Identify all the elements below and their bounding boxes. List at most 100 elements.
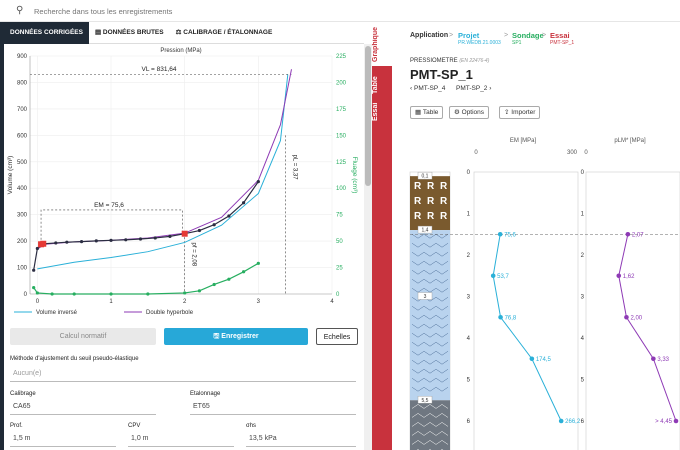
search-input[interactable] [34, 4, 334, 18]
tab-label: CALIBRAGE / ÉTALONNAGE [183, 29, 273, 36]
save-button[interactable]: 🖫 Enregistrer [164, 328, 308, 345]
tab-donnees-brutes[interactable]: ▤ DONNÉES BRUTES [94, 29, 164, 36]
layer-depth-label: 3 [424, 294, 427, 300]
data-point [212, 282, 216, 287]
em-scale-max: 300 [567, 150, 578, 156]
layer-symbol: R [427, 181, 435, 192]
chart-title: Pression (MPa) [160, 48, 201, 54]
pl-annotation: pL = 3,37 [292, 155, 298, 181]
save-icon: 🖫 [213, 333, 222, 340]
vl-annotation: VL = 831,64 [142, 66, 177, 73]
tab-calibrage[interactable]: ⚖ CALIBRAGE / ÉTALONNAGE [175, 29, 273, 36]
phs-field[interactable]: 13,5 kPa [246, 433, 356, 447]
crumb-sondage-sub: SP1 [512, 40, 522, 46]
etalonnage-label: Etalonnage [190, 391, 221, 397]
layer-hatch [411, 287, 449, 293]
pressure-chart: Pression (MPa) 0 100 200 300 400 500 600 700 800 9… [4, 44, 360, 322]
side-tab-table[interactable]: Table [372, 76, 379, 94]
layer-remblai [410, 176, 450, 231]
series-line-1 [37, 74, 289, 270]
data-point [94, 239, 98, 243]
next-test-label: PMT-SP_2 [456, 85, 488, 92]
data-point [54, 241, 58, 245]
series-line-4 [33, 262, 259, 295]
data-point [124, 238, 128, 242]
app-sidebar [0, 22, 4, 450]
pl-column [585, 171, 680, 450]
pl-scale-min: 0 [584, 150, 588, 156]
options-button[interactable]: ⚙ Options [449, 106, 490, 119]
depth-tick-label: 6 [581, 419, 585, 425]
y2-tick-label: 0 [336, 292, 340, 298]
calibrage-field[interactable]: CA65 [10, 401, 156, 415]
y2-tick-label: 125 [336, 160, 347, 166]
prev-test-link[interactable]: ‹ PMT-SP_4 [410, 85, 446, 92]
em-annotation: EM = 75,6 [94, 202, 124, 209]
crumb-sondage[interactable]: Sondage [512, 31, 544, 40]
layer-symbol: R [414, 211, 422, 222]
prev-test-label: PMT-SP_4 [413, 85, 446, 92]
side-tab-essai[interactable]: Essai [372, 102, 379, 122]
data-point [109, 292, 113, 296]
y2-tick-label: 75 [336, 213, 343, 219]
scales-button[interactable]: Echelles [316, 328, 358, 345]
layer-symbol: R [427, 196, 435, 207]
method-select[interactable]: Aucun(e) [10, 368, 356, 382]
scrollbar[interactable] [364, 44, 372, 450]
layer-symbol: R [414, 181, 422, 192]
depth-tick-label: 0 [467, 170, 471, 176]
data-point [153, 236, 157, 240]
em-header: EM [MPa] [510, 138, 537, 144]
layer-depth-label: 1,4 [422, 228, 429, 234]
pl-point [651, 356, 656, 362]
em-point [490, 273, 496, 279]
y-tick-label: 300 [17, 213, 28, 219]
prof-field[interactable]: 1,5 m [10, 433, 116, 447]
layer-hatch [411, 314, 449, 320]
crumb-projet-sub: PR.WEDB.21.0003 [458, 40, 501, 46]
table-button[interactable]: ▦ Table [410, 106, 444, 119]
y2-axis-label: Fluage (cm³) [351, 157, 358, 194]
y-tick-label: 600 [17, 133, 28, 139]
depth-tick-label: 1 [581, 212, 585, 218]
crumb-sep-1: > [449, 32, 454, 39]
y-tick-label: 400 [17, 186, 28, 192]
pf-annotation: pf = 2,08 [191, 243, 197, 267]
prof-label: Prof. [10, 423, 23, 429]
depth-tick-label: 2 [581, 253, 585, 259]
etalonnage-field[interactable]: ET65 [190, 401, 356, 415]
scroll-thumb[interactable] [365, 46, 371, 186]
table-icon: ▦ [415, 109, 422, 116]
crumb-application[interactable]: Application [410, 32, 449, 39]
layer-depth-box [417, 171, 433, 180]
layer-hatch [411, 404, 449, 409]
depth-tick-label: 6 [467, 419, 471, 425]
layer-hatch [411, 440, 449, 445]
table-label: Table [422, 109, 439, 116]
crumb-essai[interactable]: Essai [550, 31, 570, 40]
y2-tick-label: 225 [336, 54, 347, 60]
data-point [197, 228, 202, 233]
tab-donnees-corrigees[interactable]: DONNÉES CORRIGÉES [4, 22, 89, 44]
em-point-label: 53,7 [497, 274, 509, 280]
next-test-link[interactable]: PMT-SP_2 › [456, 85, 492, 92]
x-tick-label: 3 [257, 299, 261, 305]
import-button[interactable]: ⇪ Importer [499, 106, 541, 119]
layer-hatch [411, 269, 449, 275]
pl-point [673, 418, 679, 424]
crumb-essai-sub: PMT-SP_1 [550, 40, 575, 46]
crumb-projet[interactable]: Projet [458, 31, 480, 40]
cpv-field[interactable]: 1,0 m [128, 433, 234, 447]
pl-point-label: 2,00 [630, 315, 642, 321]
layer-depth-label: 0,1 [422, 174, 429, 180]
em-point-label: 75,6 [504, 232, 516, 238]
search-icon: ⚲ [16, 5, 24, 16]
layer-hatch [411, 377, 449, 383]
pl-point [624, 314, 629, 320]
side-tab-graphique[interactable]: Graphique [372, 22, 392, 66]
layer-hatch [411, 359, 449, 365]
x-tick-label: 2 [183, 299, 187, 305]
data-tabs: DONNÉES CORRIGÉES ▤ DONNÉES BRUTES ⚖ CAL… [4, 22, 364, 44]
calcul-normatif-button[interactable]: Calcul normatif [10, 328, 156, 345]
data-point [35, 291, 39, 295]
